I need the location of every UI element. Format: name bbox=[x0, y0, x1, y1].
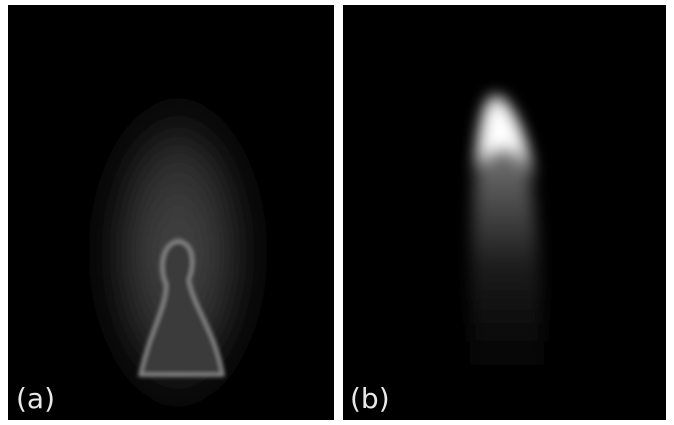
panel-label: (a) bbox=[16, 382, 55, 415]
panel-b: (b) bbox=[343, 5, 666, 420]
panel-label: (b) bbox=[350, 382, 390, 415]
page: (a) (b) (() => { const data = JSON.parse… bbox=[0, 0, 674, 425]
panel-a: (a) bbox=[8, 5, 334, 420]
figure: (a) (b) bbox=[0, 0, 674, 425]
